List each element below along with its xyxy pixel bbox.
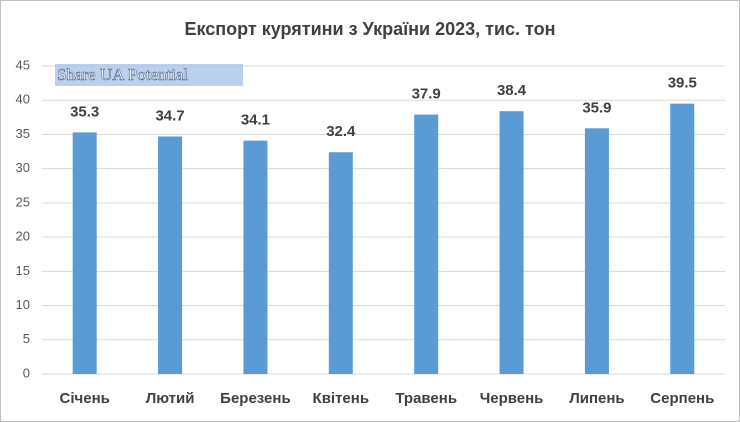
y-tick-label: 45 (16, 57, 30, 72)
y-tick-label: 30 (16, 160, 30, 175)
chart-title: Експорт курятини з України 2023, тис. то… (185, 19, 556, 39)
x-tick-label: Серпень (650, 390, 714, 407)
watermark: Share UA Potential (57, 65, 189, 84)
bar (414, 114, 439, 375)
bar (72, 132, 97, 374)
x-tick-label: Березень (220, 390, 291, 407)
y-tick-label: 20 (16, 229, 30, 244)
y-tick-label: 35 (16, 126, 30, 141)
x-tick-label: Травень (395, 390, 457, 407)
y-tick-label: 5 (23, 331, 30, 346)
data-label: 39.5 (668, 75, 697, 92)
bar (328, 152, 353, 374)
data-label: 35.3 (70, 103, 99, 120)
bar (584, 128, 609, 374)
y-tick-label: 40 (16, 92, 30, 107)
x-tick-label: Липень (569, 390, 624, 407)
data-label: 38.4 (497, 82, 527, 99)
data-label: 34.1 (241, 112, 270, 129)
watermark-background (55, 64, 243, 86)
data-label: 37.9 (412, 86, 441, 103)
data-label: 35.9 (582, 99, 611, 116)
y-tick-label: 10 (16, 297, 30, 312)
x-tick-label: Квітень (313, 390, 370, 407)
y-tick-label: 25 (16, 194, 30, 209)
y-tick-label: 0 (23, 365, 30, 380)
x-tick-label: Січень (60, 390, 110, 407)
x-tick-label: Лютий (146, 390, 195, 407)
bar (499, 111, 524, 374)
data-label: 32.4 (326, 123, 356, 140)
bar (158, 136, 183, 374)
data-label: 34.7 (155, 107, 184, 124)
x-tick-label: Червень (480, 390, 544, 407)
bar (243, 140, 268, 374)
bar (670, 103, 695, 375)
y-tick-label: 15 (16, 263, 30, 278)
